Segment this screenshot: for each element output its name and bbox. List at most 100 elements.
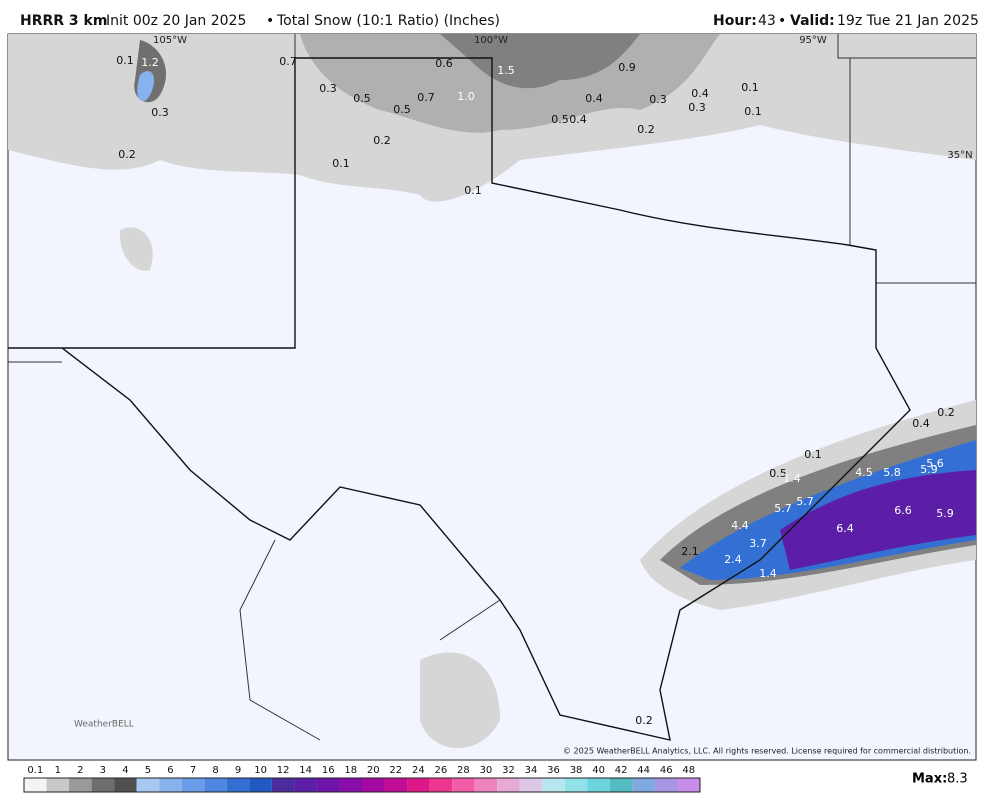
colorbar-label: 5 [145,765,151,776]
colorbar-label: 12 [277,765,290,776]
colorbar-swatch [24,778,47,792]
snow-amount: 4.4 [731,519,749,532]
colorbar-label: 16 [322,765,335,776]
snow-light [420,652,500,749]
colorbar-frame [23,777,701,793]
colorbar-label: 22 [389,765,402,776]
colorbar-swatch [91,778,115,792]
map: 105°W 100°W 95°W35°N0.1 1.20.30.20.70.30.50… [7,33,977,761]
colorbar-swatch [654,778,678,792]
colorbar-swatch [294,778,317,792]
snow-amount: 0.1 [332,157,350,170]
snow-amount: 0.1 [804,448,822,461]
separator: • [266,13,274,29]
colorbar-label: 9 [235,765,241,776]
snow-amount: 3.7 [749,537,767,550]
valid: 19z Tue 21 Jan 2025 [837,13,979,29]
snow-amount: 4.5 [855,466,873,479]
colorbar: 0.1 1 2 3 4 5 6 7 8 9 10 12 14 16 18 20 22 24 26 28 30 32 34 36… [23,765,701,793]
hour-label: Hour: [713,13,757,29]
colorbar-label: 46 [660,765,673,776]
snow-amount: 0.1 [744,105,762,118]
colorbar-label: 44 [637,765,650,776]
colorbar-swatch [204,778,227,792]
snow-blue [137,71,155,102]
longitude-label: 100°W [474,35,508,46]
colorbar-swatch [632,778,655,792]
snow-amount: 0.3 [319,82,337,95]
model: HRRR 3 km [20,13,107,29]
snow-amount: 0.2 [373,134,391,147]
colorbar-swatch [474,778,498,792]
snow-amount: 5.7 [774,502,792,515]
colorbar-swatch [362,778,385,792]
colorbar-swatch [316,778,340,792]
snow-amount: 0.9 [618,61,636,74]
snow-amount: 0.5 [551,113,569,126]
snow-purple [780,470,976,570]
colorbar-label: 14 [299,765,312,776]
colorbar-swatch [609,778,633,792]
snow-amount: 0.3 [649,93,667,106]
colorbar-swatch [542,778,565,792]
colorbar-label: 6 [167,765,173,776]
colorbar-swatch [339,778,362,792]
snow-amount: 0.5 [769,467,787,480]
colorbar-swatch [677,778,700,792]
logo: WeatherBELL [74,720,134,730]
colorbar-label: 48 [682,765,695,776]
separator: • [778,13,786,29]
snow-amount: 0.1 [464,184,482,197]
snow-amount: 0.6 [435,57,453,70]
snow-amount: 0.2 [637,123,655,136]
snow-amount: 1.0 [457,90,475,103]
hour: 43 [758,13,776,29]
colorbar-swatch [271,778,295,792]
colorbar-label: 34 [525,765,538,776]
product: Total Snow (10:1 Ratio) (Inches) [276,13,500,29]
snow-amount: 1.4 [783,472,801,485]
colorbar-label: 24 [412,765,425,776]
colorbar-label: 1 [55,765,61,776]
snow-amount: 0.7 [279,55,297,68]
snow-amount: 0.1 [741,81,759,94]
texas-border [8,57,911,741]
snow-light [119,227,153,271]
colorbar-label: 8 [212,765,218,776]
colorbar-swatch [497,778,520,792]
copyright: © 2025 WeatherBELL Analytics, LLC. All r… [563,747,971,756]
colorbar-label: 30 [480,765,493,776]
colorbar-swatch [249,778,272,792]
snow-amount: 0.4 [912,417,930,430]
colorbar-label: 32 [502,765,515,776]
colorbar-label: 20 [367,765,380,776]
snow-amount: 0.5 [393,103,411,116]
snow-amount: 5.7 [796,495,814,508]
colorbar-label: 26 [434,765,447,776]
snow-amount: 6.4 [836,522,854,535]
snow-amount: 0.4 [569,113,587,126]
colorbar-label: 18 [344,765,357,776]
snow-amount: 0.7 [417,91,435,104]
colorbar-swatch [114,778,137,792]
colorbar-label: 36 [547,765,560,776]
snow-amount: 6.6 [894,504,912,517]
colorbar-swatch [429,778,453,792]
latitude-label: 35°N [947,150,972,161]
snow-amount: 0.4 [585,92,603,105]
colorbar-swatch [407,778,430,792]
snow-amount: 2.1 [681,545,699,558]
colorbar-swatch [181,778,205,792]
snow-amount: 0.1 [116,54,134,67]
snow-amount: 0.2 [635,714,653,727]
colorbar-swatch [384,778,408,792]
colorbar-label: 3 [100,765,106,776]
colorbar-label: 10 [254,765,267,776]
snow-amount: 1.5 [497,64,515,77]
colorbar-swatch [69,778,92,792]
colorbar-swatch [159,778,182,792]
colorbar-label: 38 [570,765,583,776]
snow-amount: 0.4 [691,87,709,100]
